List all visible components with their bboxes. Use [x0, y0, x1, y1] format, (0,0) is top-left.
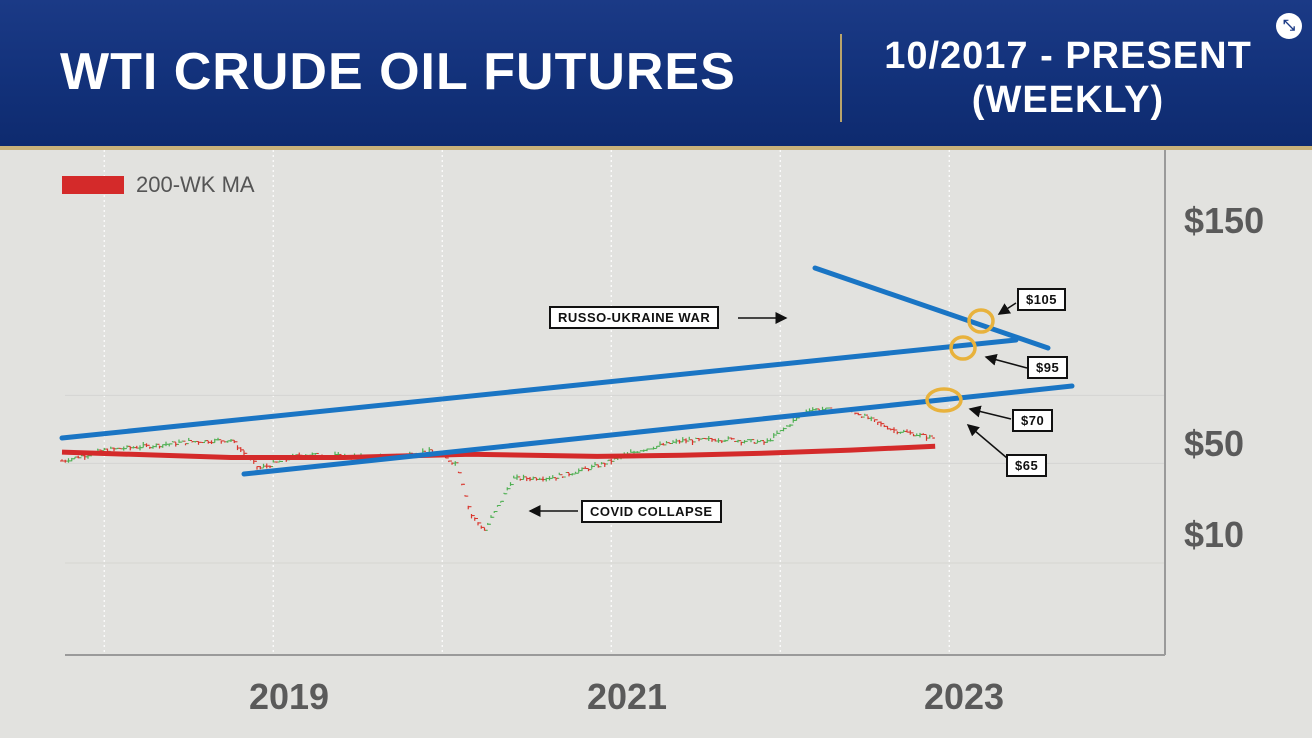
annotation-price-70: $70: [1012, 409, 1054, 432]
subtitle-frequency: (WEEKLY): [971, 79, 1165, 121]
header-accent-line: [0, 146, 1312, 150]
moving-average-layer: [61, 443, 936, 460]
marker-layer: [925, 308, 995, 413]
callout-arrow: [966, 424, 1008, 459]
annotation-covid-collapse: COVID COLLAPSE: [581, 500, 722, 523]
highlight-circle: [925, 387, 963, 413]
y-tick-label: $10: [1184, 514, 1245, 555]
x-tick-label: 2023: [923, 676, 1005, 717]
subtitle-date-range: 10/2017 - PRESENT: [884, 35, 1252, 77]
trendline: [812, 265, 1051, 351]
highlight-circle: [967, 308, 995, 334]
chart-grid: [65, 150, 1165, 655]
y-tick-label: $150: [1184, 200, 1265, 241]
callout-arrow: [968, 405, 1012, 420]
legend: 200-WK MA: [62, 172, 255, 198]
collapse-arrows-icon[interactable]: ⤡: [1276, 13, 1302, 39]
highlight-circle: [949, 335, 977, 361]
arrow-layer: [528, 302, 1028, 517]
legend-swatch-ma: [62, 176, 124, 194]
annotation-russo-ukraine-war: RUSSO-UKRAINE WAR: [549, 306, 720, 329]
trendline: [241, 383, 1075, 477]
header-bar: [0, 0, 1312, 148]
x-tick-label: 2019: [248, 676, 330, 717]
annotation-price-95: $95: [1027, 356, 1069, 379]
chart-subtitle: 10/2017 - PRESENT (WEEKLY): [848, 34, 1288, 122]
y-tick-label: $50: [1184, 423, 1245, 464]
header-divider: [840, 34, 842, 122]
chart-axes: [65, 150, 1166, 656]
legend-label-ma: 200-WK MA: [136, 172, 255, 197]
annotation-price-105: $105: [1017, 288, 1066, 311]
plot-area: [0, 150, 1312, 738]
callout-arrow: [984, 353, 1028, 369]
x-tick-label: 2021: [586, 676, 668, 717]
trendline: [59, 337, 1019, 441]
chart-title: WTI CRUDE OIL FUTURES: [60, 43, 736, 101]
annotation-price-65: $65: [1006, 454, 1048, 477]
trendline-layer: [59, 265, 1075, 477]
callout-arrow: [997, 302, 1017, 315]
moving-average-line: [61, 443, 936, 460]
